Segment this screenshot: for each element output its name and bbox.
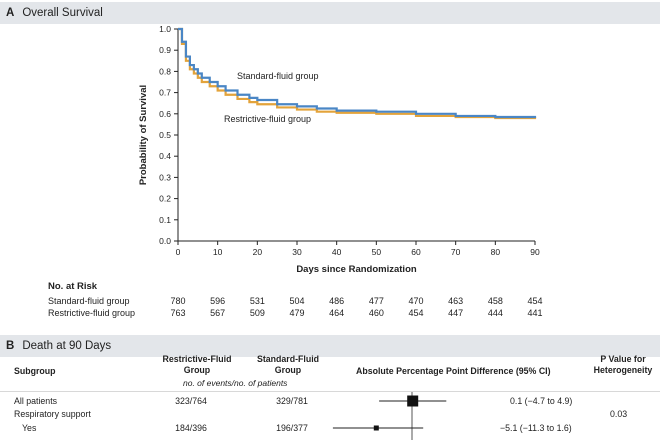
panel-b-title: Death at 90 Days: [22, 340, 112, 352]
standard-count: 329/781: [276, 396, 308, 406]
risk-count: 444: [487, 308, 503, 318]
risk-count: 596: [210, 296, 226, 306]
x-tick-label: 70: [451, 247, 461, 257]
risk-table-title: No. at Risk: [48, 281, 98, 292]
y-tick-label: 0.4: [159, 151, 171, 161]
risk-count: 441: [527, 308, 543, 318]
x-tick-label: 60: [411, 247, 421, 257]
risk-count: 454: [527, 296, 543, 306]
y-tick-label: 0.3: [159, 172, 171, 182]
risk-row-label: Restrictive-fluid group: [48, 308, 136, 318]
panel-b-header: B Death at 90 Days: [0, 335, 660, 357]
point-estimate: [407, 395, 419, 407]
y-tick-label: 1.0: [159, 24, 171, 34]
y-tick-label: 0.9: [159, 45, 171, 55]
restrictive-fluid-annotation: Restrictive-fluid group: [224, 114, 311, 124]
x-tick-label: 30: [292, 247, 302, 257]
panel-a-letter: A: [6, 7, 15, 19]
x-tick-label: 80: [491, 247, 501, 257]
col-header-standard: Standard-Fluid Group: [256, 354, 320, 375]
survival-chart: 0.0 0.1 0.2 0.3 0.4 0.5 0.6 0.7 0.8 0.9 1.0 0 10 20 30…: [138, 24, 540, 275]
panel-a-title: Overall Survival: [22, 7, 103, 19]
risk-count: 460: [368, 308, 384, 318]
risk-count: 780: [170, 296, 186, 306]
standard-count: 196/377: [276, 423, 308, 433]
events-note: no. of events/no. of patients: [183, 378, 288, 388]
header-divider: [0, 391, 660, 392]
risk-count: 509: [249, 308, 265, 318]
x-tick-label: 40: [332, 247, 342, 257]
panel-a-header: A Overall Survival: [0, 2, 660, 24]
y-axis-label: Probability of Survival: [138, 85, 149, 185]
restrictive-fluid-curve: [178, 27, 537, 120]
panel-b-letter: B: [6, 340, 15, 352]
subgroup-label: Yes: [22, 423, 37, 433]
x-tick-label: 10: [213, 247, 223, 257]
y-tick-label: 0.8: [159, 66, 171, 76]
col-header-pvalue: P Value for Heterogeneity: [593, 354, 653, 375]
point-estimate: [373, 425, 379, 431]
risk-count: 454: [408, 308, 424, 318]
x-axis-label: Days since Randomization: [296, 264, 417, 275]
risk-count: 504: [289, 296, 305, 306]
y-tick-label: 0.5: [159, 130, 171, 140]
risk-count: 479: [289, 308, 305, 318]
risk-count: 763: [170, 308, 186, 318]
col-header-subgroup: Subgroup: [14, 366, 56, 376]
subgroup-label: All patients: [14, 396, 58, 406]
col-header-difference: Absolute Percentage Point Difference (95…: [356, 366, 551, 376]
y-tick-label: 0.2: [159, 194, 171, 204]
x-tick-label: 50: [372, 247, 382, 257]
y-tick-label: 0.6: [159, 109, 171, 119]
standard-fluid-annotation: Standard-fluid group: [237, 71, 319, 81]
risk-count: 567: [210, 308, 226, 318]
difference-value: −5.1 (−11.3 to 1.6): [500, 423, 572, 433]
risk-count: 486: [329, 296, 345, 306]
risk-row-label: Standard-fluid group: [48, 296, 130, 306]
y-tick-label: 0.1: [159, 215, 171, 225]
risk-count: 463: [448, 296, 464, 306]
risk-count: 531: [249, 296, 265, 306]
difference-value: 0.1 (−4.7 to 4.9): [510, 396, 573, 406]
p-value: 0.03: [610, 409, 628, 419]
risk-count: 458: [487, 296, 503, 306]
risk-count: 477: [368, 296, 384, 306]
y-tick-label: 0.7: [159, 88, 171, 98]
risk-count: 464: [329, 308, 345, 318]
risk-count: 447: [448, 308, 464, 318]
x-tick-label: 20: [253, 247, 263, 257]
restrictive-count: 323/764: [175, 396, 207, 406]
x-tick-label: 0: [176, 247, 181, 257]
subgroup-label: Respiratory support: [14, 409, 91, 419]
restrictive-count: 184/396: [175, 423, 207, 433]
x-tick-label: 90: [530, 247, 540, 257]
col-header-restrictive: Restrictive-Fluid Group: [162, 354, 232, 375]
y-tick-label: 0.0: [159, 236, 171, 246]
standard-fluid-curve: [178, 27, 537, 119]
risk-count: 470: [408, 296, 424, 306]
